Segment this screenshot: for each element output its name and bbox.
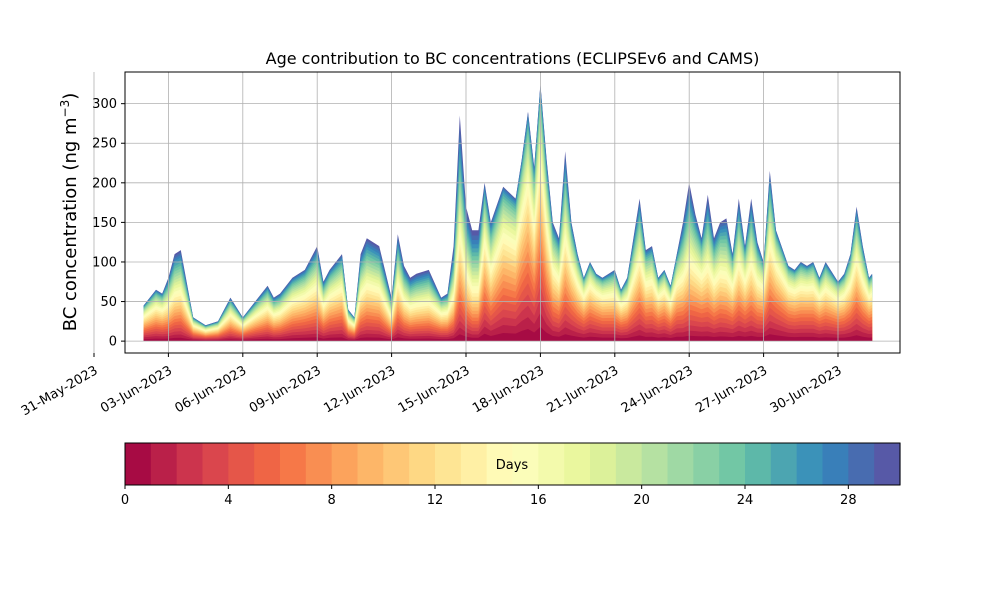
colorbar-cell (305, 443, 333, 485)
colorbar-tick-label: 16 (530, 493, 547, 508)
colorbar-cell (641, 443, 669, 485)
colorbar-cell (770, 443, 798, 485)
colorbar-frame (124, 442, 901, 486)
colorbar-cell (822, 443, 849, 485)
y-tick-label: 200 (92, 176, 117, 191)
y-axis-label: BC concentration (ng m−3) (58, 93, 81, 332)
colorbar-cell (848, 443, 875, 485)
colorbar-cell (693, 443, 720, 485)
colorbar-tick-label: 12 (427, 493, 444, 508)
y-tick-label: 300 (92, 97, 117, 112)
colorbar-tick-label: 24 (737, 493, 754, 508)
colorbar-cell (512, 443, 539, 485)
colorbar-cell (615, 443, 643, 485)
age-layer-day-2 (143, 298, 873, 342)
colorbar-cell (486, 443, 514, 485)
age-layer-day-1 (143, 312, 873, 342)
colorbar-cell (564, 443, 591, 485)
colorbar-cell (745, 443, 772, 485)
colorbar-tick-label: 20 (633, 493, 650, 508)
colorbar-cell (435, 443, 462, 485)
colorbar-tick-label: 4 (224, 493, 232, 508)
stacked-area-layers (143, 83, 873, 342)
colorbar-tick-label: 0 (121, 493, 129, 508)
colorbar: Days 0 4 8 12 16 20 24 28 (121, 442, 901, 508)
colorbar-cell (383, 443, 410, 485)
colorbar-cell (874, 443, 901, 485)
colorbar-cell (280, 443, 307, 485)
colorbar-cell (796, 443, 824, 485)
colorbar-cell (150, 443, 178, 485)
colorbar-cell (719, 443, 746, 485)
colorbar-cell (176, 443, 204, 485)
y-tick-label: 250 (92, 137, 117, 152)
colorbar-ticks: 0 4 8 12 16 20 24 28 (121, 485, 857, 508)
colorbar-cell (357, 443, 384, 485)
colorbar-label: Days (496, 458, 529, 473)
age-layer-day-0 (143, 326, 873, 342)
colorbar-cell (228, 443, 255, 485)
colorbar-cells (125, 443, 901, 485)
colorbar-cell (667, 443, 694, 485)
y-tick-label: 150 (92, 216, 117, 231)
colorbar-cell (409, 443, 436, 485)
chart-title: Age contribution to BC concentrations (E… (266, 49, 760, 68)
y-tick-label: 0 (109, 335, 117, 350)
colorbar-cell (538, 443, 565, 485)
plot-frame (124, 71, 901, 354)
colorbar-cell (202, 443, 229, 485)
colorbar-cell (125, 443, 152, 485)
y-axis: 0 50 100 150 200 250 300 (92, 97, 125, 350)
colorbar-tick-label: 28 (840, 493, 857, 508)
colorbar-cell (331, 443, 359, 485)
colorbar-cell (254, 443, 281, 485)
y-tick-label: 100 (92, 255, 117, 270)
grid-lines (93, 72, 900, 353)
colorbar-cell (590, 443, 617, 485)
colorbar-tick-label: 8 (328, 493, 336, 508)
colorbar-cell (460, 443, 488, 485)
y-tick-label: 50 (100, 295, 117, 310)
